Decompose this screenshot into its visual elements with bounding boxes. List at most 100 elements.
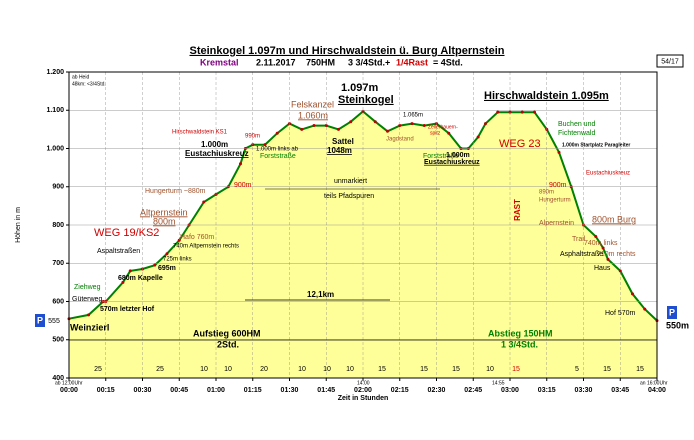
annotation: Hof 570m (605, 310, 636, 317)
annotation: Hungerturm ~880m (145, 188, 206, 195)
profile-point (300, 127, 304, 131)
y-tick-label: 500 (52, 337, 64, 344)
annotation: Altpernstein (140, 207, 188, 217)
x-tick-label: 01:45 (317, 387, 335, 394)
annotation: Eustachiuskreuz (185, 149, 249, 158)
profile-point (121, 280, 125, 284)
annotation: Trail (572, 236, 586, 243)
x-tick-label: 00:00 (60, 387, 78, 394)
x-tick-label: 00:45 (170, 387, 188, 394)
subtitle-elevation: 750HM (306, 57, 335, 67)
x-tick-label: 01:15 (244, 387, 262, 394)
x-tick-label: 02:00 (354, 387, 372, 394)
annotation: Weinzierl (70, 322, 109, 332)
annotation: WEG 23 (499, 138, 541, 150)
annotation: 1.065m (403, 113, 423, 119)
y-tick-label: 1.200 (46, 69, 64, 76)
profile-point (476, 135, 480, 139)
annotation: Haus (594, 265, 611, 272)
profile-point (202, 200, 206, 204)
annotation: 1.060m (298, 110, 328, 120)
annotation: an 16:00Uhr (640, 380, 668, 386)
parking-label: P (669, 307, 675, 317)
segment-minutes: 15 (512, 366, 520, 373)
x-tick-label: 01:30 (281, 387, 299, 394)
annotation: Steinkogel (338, 94, 394, 106)
x-tick-label: 03:30 (575, 387, 593, 394)
annotation: Eustachiuskreuz (424, 159, 480, 166)
annotation: Ziehweg (74, 284, 101, 291)
annotation: 14:00 (357, 380, 370, 386)
profile-point (177, 238, 181, 242)
profile-point (128, 269, 132, 273)
profile-point (410, 122, 414, 126)
profile-point (349, 120, 353, 124)
segment-minutes: 15 (636, 366, 644, 373)
profile-point (618, 269, 622, 273)
x-tick-label: 02:45 (464, 387, 482, 394)
profile-point (165, 252, 169, 256)
profile-point (386, 129, 389, 133)
annotation: 800m Burg (592, 214, 636, 224)
segment-minutes: 15 (378, 366, 386, 373)
profile-point (601, 246, 605, 250)
segment-minutes: 15 (452, 366, 460, 373)
segment-minutes: 15 (420, 366, 428, 373)
y-tick-label: 800 (52, 222, 64, 229)
annotation: RAST (513, 199, 522, 221)
annotation: Jagdstand (386, 137, 414, 143)
subtitle-rest: 1/4Rast (396, 57, 428, 67)
segment-minutes: 10 (346, 366, 354, 373)
profile-point (447, 131, 451, 135)
annotation: 1048m (327, 146, 352, 155)
annotation: 48km: <3/4Std. (72, 81, 106, 87)
profile-point (324, 124, 328, 128)
profile-point (275, 131, 279, 135)
profile-point (557, 150, 561, 154)
y-tick-label: 400 (52, 375, 64, 382)
annotation: Eustachiuskreuz (586, 171, 630, 177)
annotation: 1.000m links ab (256, 147, 299, 153)
segment-minutes: 10 (323, 366, 331, 373)
annotation: Aspaltstraßen (97, 248, 140, 255)
annotation: 1.097m (341, 82, 379, 94)
profile-point (361, 109, 365, 113)
annotation: teils Pfadspuren (324, 193, 374, 200)
chart-title: Steinkogel 1.097m und Hirschwaldstein ü.… (190, 45, 505, 57)
annotation: Fichtenwald (558, 130, 595, 137)
subtitle-date: 2.11.2017 (256, 57, 296, 67)
profile-point (643, 307, 647, 311)
annotation: Hafo 760m (180, 234, 214, 241)
segment-minutes: 5 (575, 366, 579, 373)
subtitle-place: Kremstal (200, 57, 239, 67)
profile-point (312, 124, 316, 128)
y-tick-label: 1.000 (46, 145, 64, 152)
parking-box (667, 306, 677, 319)
annotation: 900m (549, 182, 567, 189)
segment-minutes: 10 (200, 366, 208, 373)
annotation: 2Std. (217, 339, 239, 349)
page-number: 54/17 (661, 58, 679, 65)
segment-minutes: 25 (94, 366, 102, 373)
segment-minutes: 10 (224, 366, 232, 373)
annotation: 14:55 (492, 380, 505, 386)
profile-point (373, 120, 377, 124)
annotation: 890m (539, 190, 554, 196)
annotation: 800m (153, 216, 176, 226)
profile-point (484, 122, 487, 126)
x-tick-label: 03:00 (501, 387, 519, 394)
annotation: unmarkiert (334, 178, 367, 185)
annotation: 1.000m Startplatz Paragleiter (562, 142, 630, 148)
profile-point (239, 162, 242, 166)
annotation: 900m (234, 182, 252, 189)
page-number-box (656, 54, 684, 68)
x-tick-label: 00:15 (97, 387, 115, 394)
annotation: spitz (430, 130, 441, 136)
annotation: 1.000m (201, 140, 228, 149)
annotation: Hungerturm (539, 198, 571, 204)
profile-point (533, 110, 536, 114)
profile-point (398, 124, 402, 128)
annotation: Forststraße (423, 153, 459, 160)
annotation: Alpernstein (539, 220, 574, 227)
